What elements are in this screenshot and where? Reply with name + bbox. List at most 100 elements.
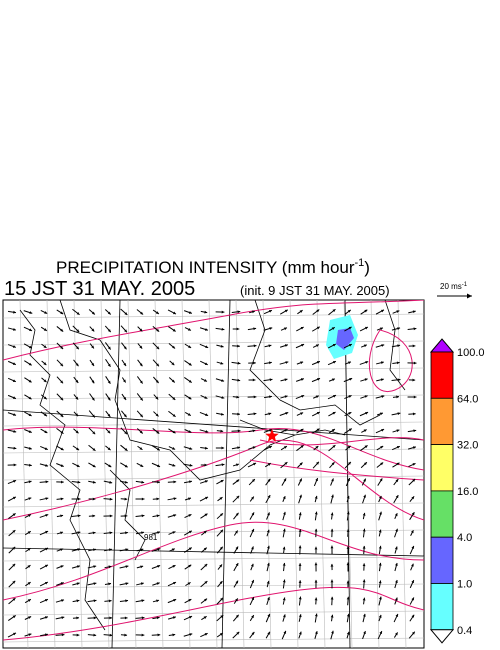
wind-head: [396, 446, 400, 449]
wind-head: [266, 529, 270, 533]
wind-head: [381, 428, 385, 432]
wind-head: [172, 345, 176, 349]
grid-line: [3, 583, 424, 589]
wind-head: [314, 579, 318, 583]
isobar: [3, 586, 424, 641]
wind-head: [235, 512, 239, 516]
wind-head: [397, 344, 401, 348]
wind-head: [107, 311, 111, 315]
wind-head: [283, 446, 287, 449]
wind-head: [13, 327, 16, 331]
wind-head: [395, 580, 398, 583]
grid-line: [3, 610, 424, 616]
wind-head: [330, 545, 334, 549]
wind-head: [204, 633, 208, 636]
wind-head: [28, 497, 32, 501]
wind-head: [13, 429, 17, 433]
wind-head: [267, 631, 270, 635]
wind-head: [346, 511, 350, 515]
wind-head: [253, 412, 257, 416]
wind-head: [395, 479, 399, 483]
wind-head: [28, 379, 32, 383]
wind-head: [60, 548, 64, 552]
wind-head: [346, 529, 350, 532]
wind-head: [219, 546, 223, 550]
wind-head: [76, 599, 80, 603]
title-text: PRECIPITATION INTENSITY (mm hour: [56, 258, 355, 277]
wind-head: [413, 327, 417, 331]
wind-head: [298, 563, 302, 566]
wind-head: [221, 396, 225, 399]
wind-head: [45, 497, 49, 501]
grid-line: [3, 502, 424, 508]
wind-head: [237, 344, 240, 348]
wind-head: [44, 430, 48, 433]
wind-head: [173, 598, 177, 602]
wind-head: [252, 429, 256, 433]
wind-head: [267, 478, 271, 482]
wind-head: [172, 311, 176, 315]
wind-head: [411, 614, 415, 618]
wind-head: [331, 378, 335, 382]
wind-head: [282, 597, 286, 601]
wind-head: [44, 413, 48, 417]
wind-head: [92, 480, 96, 484]
wind-head: [124, 464, 128, 468]
wind-head: [155, 413, 159, 417]
wind-head: [204, 598, 208, 602]
wind-head: [43, 379, 47, 383]
wind-head: [269, 429, 273, 432]
wind-head: [363, 429, 367, 433]
wind-head: [60, 514, 64, 518]
wind-head: [91, 328, 95, 332]
wind-head: [204, 564, 208, 567]
wind-head: [156, 430, 160, 434]
wind-head: [284, 429, 288, 432]
wind-head: [139, 414, 143, 418]
lat-lon-line: [111, 300, 121, 648]
wind-head: [300, 327, 304, 330]
wind-head: [412, 412, 416, 416]
wind-head: [411, 496, 415, 500]
wind-head: [141, 633, 145, 637]
wind-head: [251, 597, 255, 601]
wind-head: [155, 311, 159, 314]
wind-head: [413, 361, 417, 365]
wind-head: [378, 495, 382, 499]
grid-line: [3, 421, 424, 427]
colorbar-segment: [430, 583, 454, 631]
wind-head: [283, 511, 286, 515]
wind-head: [109, 514, 113, 518]
wind-head: [252, 378, 256, 382]
wind-head: [268, 344, 272, 348]
wind-head: [172, 397, 176, 400]
wind-head: [237, 412, 240, 416]
wind-head: [285, 361, 289, 364]
wind-head: [283, 327, 287, 331]
wind-head: [188, 547, 192, 551]
wind-head: [330, 579, 334, 583]
wind-head: [251, 615, 254, 619]
wind-head: [396, 429, 400, 433]
wind-head: [28, 345, 32, 349]
wind-head: [77, 531, 81, 535]
wind-head: [76, 633, 80, 637]
wind-head: [220, 429, 224, 433]
wind-head: [204, 328, 208, 331]
wind-head: [299, 462, 303, 466]
wind-head: [60, 311, 64, 315]
wind-head: [219, 564, 223, 568]
wind-head: [157, 548, 161, 551]
wind-head: [28, 446, 32, 450]
wind-head: [411, 512, 415, 516]
wind-head: [221, 310, 225, 314]
wind-head: [203, 379, 207, 382]
wind-head: [332, 445, 336, 448]
wind-head: [396, 395, 400, 399]
wind-head: [332, 343, 336, 347]
colorbar-segment: [430, 536, 454, 584]
wind-head: [139, 345, 143, 349]
wind-head: [220, 412, 224, 416]
wind-head: [28, 463, 32, 467]
wind-head: [140, 565, 144, 569]
